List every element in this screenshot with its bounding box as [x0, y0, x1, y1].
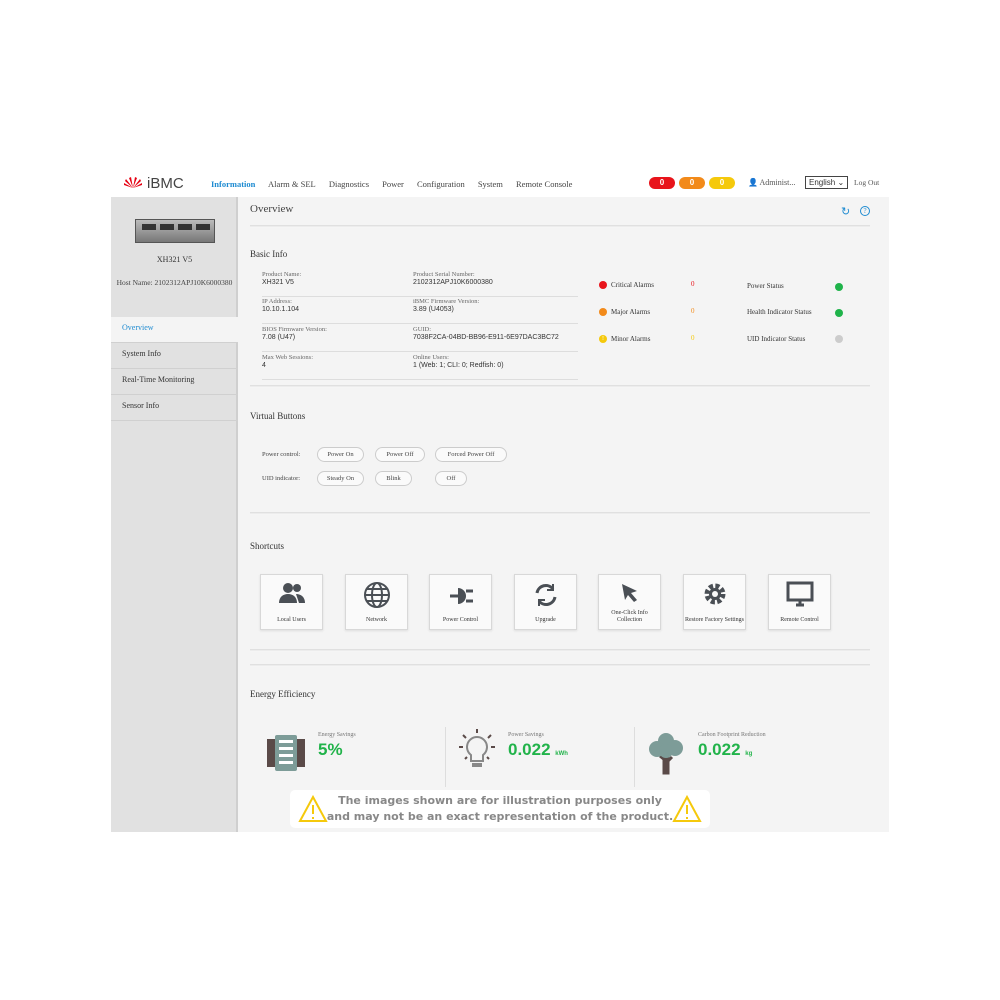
monitor-icon [786, 581, 813, 607]
power-savings-value: 0.022 kWh [508, 740, 568, 759]
sidebar-item-overview[interactable]: Overview [111, 317, 238, 343]
warning-icon [672, 795, 702, 822]
help-icon[interactable]: ? [860, 206, 870, 216]
bios-firmware-version: 7.08 (U47) [262, 334, 296, 341]
major-alarm-icon [599, 308, 607, 316]
critical-alarm-count[interactable]: 0 [691, 280, 695, 288]
user-icon: 👤 [748, 178, 758, 187]
tree-icon [649, 733, 683, 775]
sync-icon [535, 584, 556, 606]
nav-diagnostics[interactable]: Diagnostics [328, 178, 370, 189]
nav-remote-console[interactable]: Remote Console [515, 178, 573, 189]
steady-on-button[interactable]: Steady On [317, 471, 364, 486]
warning-icon [298, 795, 328, 822]
chevron-down-icon: ⌄ [837, 178, 845, 187]
nav-system[interactable]: System [477, 178, 503, 189]
server-image [135, 219, 215, 243]
serial-number: 2102312APJ10K6000380 [413, 279, 493, 286]
product-name: XH321 V5 [262, 279, 294, 286]
power-on-button[interactable]: Power On [317, 447, 364, 462]
major-alarm-count[interactable]: 0 [691, 307, 695, 315]
virtual-buttons-title: Virtual Buttons [250, 411, 306, 421]
carbon-reduction-value: 0.022 kg [698, 740, 753, 759]
refresh-icon[interactable]: ↻ [841, 206, 851, 218]
shortcut-network[interactable]: Network [345, 574, 408, 630]
illustration-notice: The images shown are for illustration pu… [290, 790, 710, 828]
max-web-sessions: 4 [262, 362, 266, 369]
shortcut-remote-control[interactable]: Remote Control [768, 574, 831, 630]
minor-alarm-icon: ! [599, 335, 607, 343]
sidebar-item-sensor-info[interactable]: Sensor Info [111, 395, 238, 421]
users-icon [278, 583, 305, 603]
ip-address: 10.10.1.104 [262, 306, 299, 313]
shortcut-restore-factory-settings[interactable]: Restore Factory Settings [683, 574, 746, 630]
minor-alarm-badge[interactable]: 0 [709, 177, 735, 189]
host-name: Host Name: 2102312APJ10K6000380 [116, 278, 233, 287]
shortcut-upgrade[interactable]: Upgrade [514, 574, 577, 630]
top-nav: iBMC Information Alarm & SEL Diagnostics… [111, 170, 889, 197]
plug-icon [449, 588, 473, 604]
server-rack-icon [267, 735, 305, 771]
nav-alarm-sel[interactable]: Alarm & SEL [268, 178, 316, 189]
nav-information[interactable]: Information [211, 178, 256, 189]
minor-alarm-count[interactable]: 0 [691, 334, 695, 342]
blink-button[interactable]: Blink [375, 471, 412, 486]
lightbulb-icon [459, 729, 495, 767]
page-title: Overview [250, 203, 294, 215]
energy-efficiency-title: Energy Efficiency [250, 689, 316, 699]
health-status-indicator [835, 309, 843, 317]
shortcut-power-control[interactable]: Power Control [429, 574, 492, 630]
main-content: Overview ↻ ? Basic Info Product Name: XH3… [238, 197, 889, 832]
power-status-indicator [835, 283, 843, 291]
energy-savings-value: 5% [318, 740, 343, 759]
ibmc-firmware-version: 3.89 (U4053) [413, 306, 454, 313]
nav-power[interactable]: Power [382, 178, 404, 189]
guid: 7038F2CA-04BD-BB96-E911-6E97DAC3BC72 [413, 334, 559, 341]
ibmc-window: iBMC Information Alarm & SEL Diagnostics… [111, 170, 889, 832]
shortcut-one-click-info-collection[interactable]: One-Click Info Collection [598, 574, 661, 630]
user-menu[interactable]: 👤 Administ... [748, 178, 796, 187]
nav-configuration[interactable]: Configuration [417, 178, 465, 189]
gear-icon [704, 583, 725, 605]
language-select[interactable]: English ⌄ [805, 176, 849, 189]
cursor-icon [621, 584, 637, 602]
power-off-button[interactable]: Power Off [375, 447, 425, 462]
shortcut-local-users[interactable]: Local Users [260, 574, 323, 630]
server-model: XH321 V5 [156, 255, 193, 264]
logout-link[interactable]: Log Out [854, 178, 880, 187]
sidebar: XH321 V5 Host Name: 2102312APJ10K6000380… [111, 197, 238, 832]
critical-alarm-icon [599, 281, 607, 289]
major-alarm-badge[interactable]: 0 [679, 177, 705, 189]
basic-info-title: Basic Info [250, 249, 288, 259]
critical-alarm-badge[interactable]: 0 [649, 177, 675, 189]
shortcuts-title: Shortcuts [250, 541, 285, 551]
forced-power-off-button[interactable]: Forced Power Off [435, 447, 507, 462]
off-button[interactable]: Off [435, 471, 467, 486]
sidebar-item-real-time-monitoring[interactable]: Real-Time Monitoring [111, 369, 238, 395]
huawei-logo: iBMC [123, 175, 201, 192]
online-users: 1 (Web: 1; CLI: 0; Redfish: 0) [413, 362, 504, 369]
globe-icon [363, 582, 390, 608]
sidebar-item-system-info[interactable]: System Info [111, 343, 238, 369]
uid-status-indicator [835, 335, 843, 343]
